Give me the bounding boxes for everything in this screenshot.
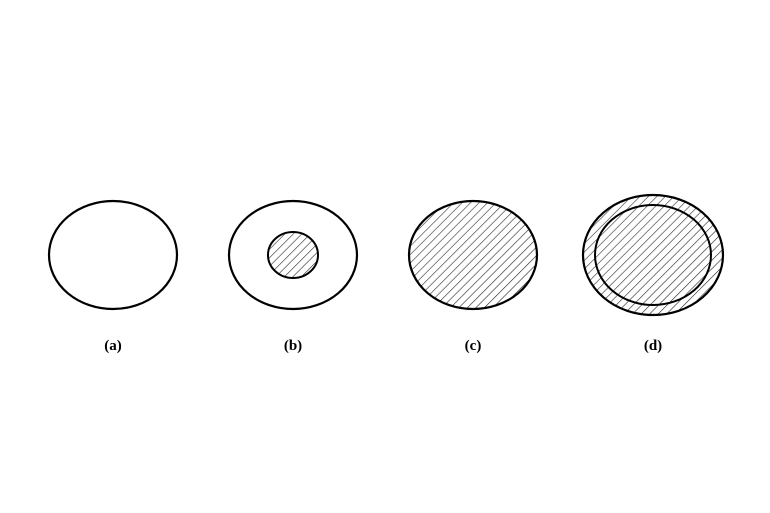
ellipse-diagram-c <box>398 190 548 320</box>
panel-b: (b) <box>218 190 368 355</box>
outer-ellipse <box>409 201 537 309</box>
inner-ellipse <box>268 232 318 278</box>
caption-d: (d) <box>578 338 728 355</box>
caption-a: (a) <box>38 338 188 355</box>
panel-d: (d) <box>578 190 728 355</box>
figure-stage: (a) (b) (c) (d) <box>0 0 770 513</box>
outer-ellipse <box>49 201 177 309</box>
outer-ellipse <box>583 195 723 315</box>
panel-c: (c) <box>398 190 548 355</box>
ellipse-diagram-a <box>38 190 188 320</box>
caption-b: (b) <box>218 338 368 355</box>
caption-c: (c) <box>398 338 548 355</box>
ellipse-diagram-d <box>578 190 728 320</box>
panel-a: (a) <box>38 190 188 355</box>
ellipse-diagram-b <box>218 190 368 320</box>
